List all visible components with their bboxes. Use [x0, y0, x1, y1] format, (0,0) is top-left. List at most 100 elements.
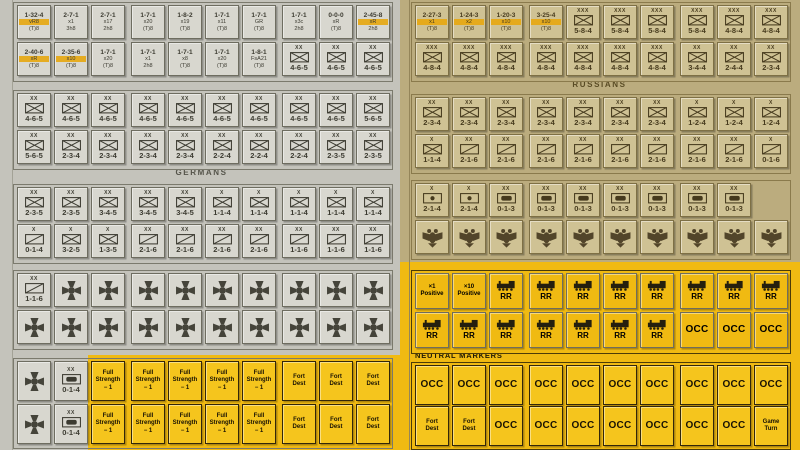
unit-counter[interactable]: XX 4-6-5: [356, 42, 390, 76]
hq-counter[interactable]: 1-7-1 x20 (T)8: [205, 42, 239, 76]
unit-counter[interactable]: XX 0-1-3: [603, 183, 637, 217]
rr-marker[interactable]: RR: [640, 312, 674, 348]
occ-marker[interactable]: OCC: [717, 312, 751, 348]
unit-counter[interactable]: X 0-1-6: [754, 134, 788, 168]
occ-marker[interactable]: OCC: [680, 312, 714, 348]
occ-marker[interactable]: OCC: [603, 406, 637, 446]
double-eagle-counter[interactable]: [566, 220, 600, 254]
rr-marker[interactable]: RR: [415, 312, 449, 348]
unit-counter[interactable]: XX 0-1-3: [640, 183, 674, 217]
full-strength-marker[interactable]: Full Strength − 1: [205, 361, 239, 401]
full-strength-marker[interactable]: Full Strength − 1: [131, 404, 165, 444]
iron-cross-counter[interactable]: [319, 273, 353, 307]
occ-marker[interactable]: OCC: [754, 365, 788, 405]
rr-marker[interactable]: RR: [566, 312, 600, 348]
unit-counter[interactable]: XX 2-1-6: [529, 134, 563, 168]
unit-counter[interactable]: XX 2-1-6: [205, 224, 239, 258]
unit-counter[interactable]: XX 2-3-4: [415, 97, 449, 131]
double-eagle-counter[interactable]: [680, 220, 714, 254]
iron-cross-counter[interactable]: [91, 273, 125, 307]
unit-counter[interactable]: X 3-2-5: [54, 224, 88, 258]
iron-cross-counter[interactable]: [242, 310, 276, 344]
rr-marker[interactable]: RR: [603, 273, 637, 309]
unit-counter[interactable]: XX 2-1-6: [603, 134, 637, 168]
unit-counter[interactable]: XX 0-1-3: [529, 183, 563, 217]
game-turn-marker[interactable]: Game Turn: [754, 406, 788, 446]
occ-marker[interactable]: OCC: [415, 365, 449, 405]
unit-counter[interactable]: XX 4-6-5: [282, 93, 316, 127]
unit-counter[interactable]: XX 2-3-5: [54, 187, 88, 221]
iron-cross-counter[interactable]: [168, 310, 202, 344]
unit-counter[interactable]: XX 2-3-5: [356, 130, 390, 164]
rr-marker[interactable]: RR: [566, 273, 600, 309]
rr-marker[interactable]: RR: [489, 312, 523, 348]
rr-marker[interactable]: RR: [603, 312, 637, 348]
hq-counter[interactable]: 1-8-1 FsA21 (T)8: [242, 42, 276, 76]
iron-cross-counter[interactable]: [319, 310, 353, 344]
unit-counter[interactable]: XX 4-6-5: [205, 93, 239, 127]
occ-marker[interactable]: OCC: [529, 406, 563, 446]
unit-counter[interactable]: XXX 5-8-4: [640, 5, 674, 39]
fort-dest-marker[interactable]: Fort Dest: [356, 361, 390, 401]
pos10-marker[interactable]: ×10 Positive: [452, 273, 486, 309]
unit-counter[interactable]: X 1-1-4: [205, 187, 239, 221]
iron-cross-counter[interactable]: [91, 310, 125, 344]
unit-counter[interactable]: XX 2-3-4: [452, 97, 486, 131]
unit-counter[interactable]: X 0-1-4: [17, 224, 51, 258]
iron-cross-counter[interactable]: [17, 361, 51, 401]
rr-marker[interactable]: RR: [529, 273, 563, 309]
hq-counter[interactable]: 2-7-1 x17 2h8: [91, 5, 125, 39]
unit-counter[interactable]: XX 2-1-6: [242, 224, 276, 258]
unit-counter[interactable]: XX 2-1-6: [131, 224, 165, 258]
unit-counter[interactable]: XX 3-4-5: [91, 187, 125, 221]
occ-marker[interactable]: OCC: [489, 406, 523, 446]
unit-counter[interactable]: XX 2-3-4: [489, 97, 523, 131]
double-eagle-counter[interactable]: [529, 220, 563, 254]
occ-marker[interactable]: OCC: [566, 365, 600, 405]
fort-dest-marker[interactable]: Fort Dest: [356, 404, 390, 444]
hq-counter[interactable]: 2-40-6 xR (T)8: [17, 42, 51, 76]
hq-counter[interactable]: 1-7-1 GR (T)8: [242, 5, 276, 39]
hq-counter[interactable]: 2-7-1 x1 3h8: [54, 5, 88, 39]
iron-cross-counter[interactable]: [168, 273, 202, 307]
unit-counter[interactable]: X 1-1-4: [356, 187, 390, 221]
full-strength-marker[interactable]: Full Strength − 1: [205, 404, 239, 444]
hq-counter[interactable]: 1-20-3 x10 (T)8: [489, 5, 523, 39]
unit-counter[interactable]: XX 1-1-6: [319, 224, 353, 258]
full-strength-marker[interactable]: Full Strength − 1: [168, 361, 202, 401]
unit-counter[interactable]: XXX 4-8-4: [452, 42, 486, 76]
occ-marker[interactable]: OCC: [680, 365, 714, 405]
rr-marker[interactable]: RR: [717, 273, 751, 309]
hq-counter[interactable]: 2-27-3 x1 (T)8: [415, 5, 449, 39]
rr-marker[interactable]: RR: [452, 312, 486, 348]
unit-counter[interactable]: XX 5-6-5: [17, 130, 51, 164]
unit-counter[interactable]: XX 1-1-6: [282, 224, 316, 258]
rr-marker[interactable]: RR: [640, 273, 674, 309]
occ-marker[interactable]: OCC: [640, 365, 674, 405]
hq-counter[interactable]: 1-8-2 x19 (T)8: [168, 5, 202, 39]
unit-counter[interactable]: XXX 5-8-4: [680, 5, 714, 39]
pos1-marker[interactable]: ×1 Positive: [415, 273, 449, 309]
unit-counter[interactable]: XXX 4-8-4: [603, 42, 637, 76]
unit-counter[interactable]: XX 2-2-4: [205, 130, 239, 164]
unit-counter[interactable]: XX 2-1-6: [168, 224, 202, 258]
unit-counter[interactable]: XX 2-3-5: [17, 187, 51, 221]
unit-counter[interactable]: XX 0-1-3: [717, 183, 751, 217]
hq-counter[interactable]: 3-25-4 x10 (T)8: [529, 5, 563, 39]
unit-counter[interactable]: XXX 5-8-4: [603, 5, 637, 39]
iron-cross-counter[interactable]: [17, 310, 51, 344]
fort-dest-marker[interactable]: Fort Dest: [415, 406, 449, 446]
iron-cross-counter[interactable]: [131, 273, 165, 307]
iron-cross-counter[interactable]: [205, 310, 239, 344]
occ-marker[interactable]: OCC: [754, 312, 788, 348]
occ-marker[interactable]: OCC: [566, 406, 600, 446]
unit-counter[interactable]: XX 2-1-6: [489, 134, 523, 168]
occ-marker[interactable]: OCC: [640, 406, 674, 446]
unit-counter[interactable]: X 1-2-4: [754, 97, 788, 131]
double-eagle-counter[interactable]: [717, 220, 751, 254]
unit-counter[interactable]: XX 4-6-5: [242, 93, 276, 127]
occ-marker[interactable]: OCC: [717, 406, 751, 446]
unit-counter[interactable]: XX 2-1-6: [640, 134, 674, 168]
double-eagle-counter[interactable]: [603, 220, 637, 254]
full-strength-marker[interactable]: Full Strength − 1: [168, 404, 202, 444]
